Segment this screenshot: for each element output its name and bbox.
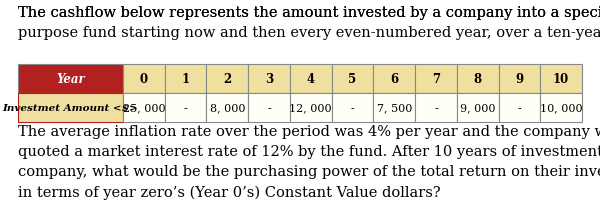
Text: 25, 000: 25, 000	[122, 103, 165, 113]
Bar	[165, 65, 206, 94]
Bar	[415, 94, 457, 123]
Text: Investmet Amount <$>: Investmet Amount <$>	[2, 104, 139, 113]
Text: 7, 500: 7, 500	[377, 103, 412, 113]
Text: -: -	[267, 103, 271, 113]
Text: 10, 000: 10, 000	[540, 103, 583, 113]
Bar	[540, 94, 582, 123]
Bar	[248, 94, 290, 123]
Text: -: -	[350, 103, 355, 113]
Bar	[290, 65, 332, 94]
Bar	[332, 65, 373, 94]
Text: -: -	[518, 103, 521, 113]
Bar	[206, 94, 248, 123]
Text: 8: 8	[473, 73, 482, 86]
Text: The cashflow below represents the amount invested by a company into a special
pu: The cashflow below represents the amount…	[18, 6, 600, 40]
Bar	[373, 94, 415, 123]
Text: 7: 7	[432, 73, 440, 86]
Bar	[457, 65, 499, 94]
Bar	[206, 65, 248, 94]
Text: 4: 4	[307, 73, 315, 86]
Bar	[123, 94, 165, 123]
Text: 3: 3	[265, 73, 273, 86]
Text: 6: 6	[390, 73, 398, 86]
Bar	[18, 94, 123, 123]
Text: -: -	[184, 103, 187, 113]
Bar	[123, 65, 165, 94]
Text: The average inflation rate over the period was 4% per year and the company was
q: The average inflation rate over the peri…	[18, 125, 600, 199]
Bar	[290, 94, 332, 123]
Text: 12, 000: 12, 000	[289, 103, 332, 113]
Bar	[499, 94, 540, 123]
Text: 9, 000: 9, 000	[460, 103, 496, 113]
Bar	[332, 94, 373, 123]
Text: Year: Year	[56, 73, 85, 86]
Bar	[18, 65, 123, 94]
Text: 1: 1	[182, 73, 190, 86]
Text: 0: 0	[140, 73, 148, 86]
Bar	[499, 65, 540, 94]
Text: 8, 000: 8, 000	[209, 103, 245, 113]
Bar	[540, 65, 582, 94]
Text: 10: 10	[553, 73, 569, 86]
Bar	[457, 94, 499, 123]
Text: 2: 2	[223, 73, 232, 86]
Text: -: -	[434, 103, 438, 113]
Text: 9: 9	[515, 73, 523, 86]
Bar	[373, 65, 415, 94]
Text: The cashflow below represents the amount invested by a company into a special: The cashflow below represents the amount…	[18, 6, 600, 20]
Bar	[165, 94, 206, 123]
Text: 5: 5	[349, 73, 356, 86]
Bar	[248, 65, 290, 94]
Bar	[415, 65, 457, 94]
